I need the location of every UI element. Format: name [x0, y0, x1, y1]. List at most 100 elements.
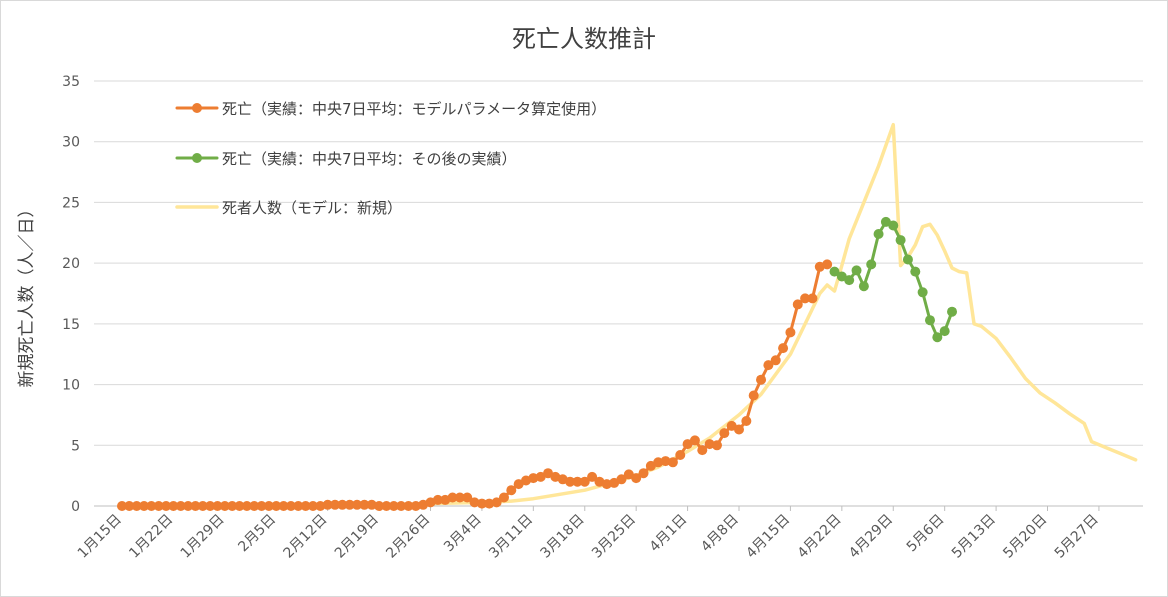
data-point [476, 498, 487, 509]
data-point [756, 374, 767, 385]
data-point [352, 499, 363, 510]
legend-swatch-marker [192, 153, 202, 163]
data-point [638, 468, 649, 479]
data-point [711, 440, 722, 451]
data-point [388, 501, 399, 511]
data-point [366, 499, 377, 510]
data-point [895, 235, 906, 246]
data-point [175, 501, 186, 511]
y-axis-label: 新規死亡人数（人／日） [17, 201, 37, 388]
data-point [168, 501, 179, 511]
data-point [271, 501, 282, 511]
data-point [241, 501, 252, 511]
data-point [763, 360, 774, 371]
data-point [822, 259, 833, 270]
data-point [565, 476, 576, 487]
data-point [153, 501, 164, 511]
y-tick-label: 10 [62, 378, 80, 394]
y-tick-label: 25 [62, 195, 80, 211]
data-point [667, 457, 678, 468]
data-point [447, 492, 458, 503]
data-point [807, 293, 818, 304]
x-tick-label: 2月12日 [280, 512, 330, 562]
data-point [924, 315, 935, 326]
data-point [432, 494, 443, 505]
x-tick-label: 5月27日 [1052, 512, 1102, 562]
data-point [748, 390, 759, 401]
data-point [873, 229, 884, 239]
x-tick-label: 1月15日 [75, 512, 125, 562]
data-point [374, 501, 385, 511]
data-point [528, 473, 539, 484]
data-point [660, 456, 671, 467]
data-point [829, 266, 840, 277]
data-point [579, 476, 590, 487]
y-tick-label: 15 [62, 317, 80, 333]
data-point [381, 501, 392, 511]
x-tick-label: 4月22日 [795, 512, 845, 562]
data-point [741, 416, 752, 426]
data-point [124, 501, 135, 511]
data-point [315, 501, 326, 511]
data-point [219, 501, 230, 511]
legend-label: 死亡（実績：中央7日平均：モデルパラメータ算定使用） [222, 100, 606, 118]
legend-swatch-marker [192, 103, 202, 113]
data-point [484, 498, 495, 509]
series-layer [117, 122, 1138, 511]
data-point [675, 450, 686, 460]
y-tick-label: 5 [71, 438, 80, 454]
data-point [469, 497, 480, 508]
legend: 死亡（実績：中央7日平均：モデルパラメータ算定使用） 死亡（実績：中央7日平均：そ… [175, 100, 606, 217]
data-point [719, 428, 730, 439]
data-point [337, 499, 348, 510]
data-point [704, 439, 715, 450]
x-tick-label: 2月26日 [383, 512, 433, 562]
data-point [778, 343, 789, 354]
x-tick-label: 2月19日 [332, 512, 382, 562]
data-point [917, 287, 928, 298]
x-tick-label: 3月4日 [441, 512, 485, 556]
data-point [131, 501, 142, 511]
data-point [139, 501, 150, 511]
x-tick-labels: 1月15日 1月22日 1月29日 2月5日 2月12日 2月19日 2月26日 3月4日 3月… [75, 506, 1102, 562]
data-point [410, 501, 421, 511]
data-point [792, 299, 803, 310]
y-tick-label: 0 [71, 499, 80, 515]
data-point [491, 497, 502, 508]
data-point [190, 501, 201, 511]
data-point [300, 501, 311, 511]
x-tick-label: 5月13日 [949, 512, 999, 562]
data-point [183, 501, 194, 511]
data-point [631, 473, 642, 484]
data-point [689, 435, 700, 446]
x-tick-label: 2月5日 [235, 512, 279, 556]
data-point [910, 266, 921, 277]
data-point [858, 281, 869, 292]
data-point [939, 326, 950, 337]
data-point [344, 499, 355, 510]
x-tick-label: 3月18日 [538, 512, 588, 562]
series-line-2 [223, 122, 1138, 507]
data-point [498, 492, 509, 503]
data-point [285, 501, 296, 511]
x-tick-label: 4月1日 [647, 512, 691, 556]
x-tick-label: 1月22日 [126, 512, 176, 562]
data-point [403, 501, 414, 511]
data-point [800, 293, 811, 304]
y-tick-label: 35 [62, 74, 80, 90]
data-point [932, 332, 943, 343]
x-tick-label: 1月29日 [178, 512, 228, 562]
data-point [197, 501, 208, 511]
x-tick-label: 5月6日 [904, 512, 948, 556]
data-point [278, 501, 289, 511]
data-point [396, 501, 407, 511]
data-point [770, 355, 781, 366]
data-point [587, 471, 598, 482]
data-point [322, 499, 333, 510]
data-point [785, 327, 796, 338]
data-point [653, 457, 664, 468]
x-tick-label: 4月15日 [743, 512, 793, 562]
data-point [227, 501, 238, 511]
gridlines [94, 80, 1143, 507]
data-point [844, 275, 855, 286]
